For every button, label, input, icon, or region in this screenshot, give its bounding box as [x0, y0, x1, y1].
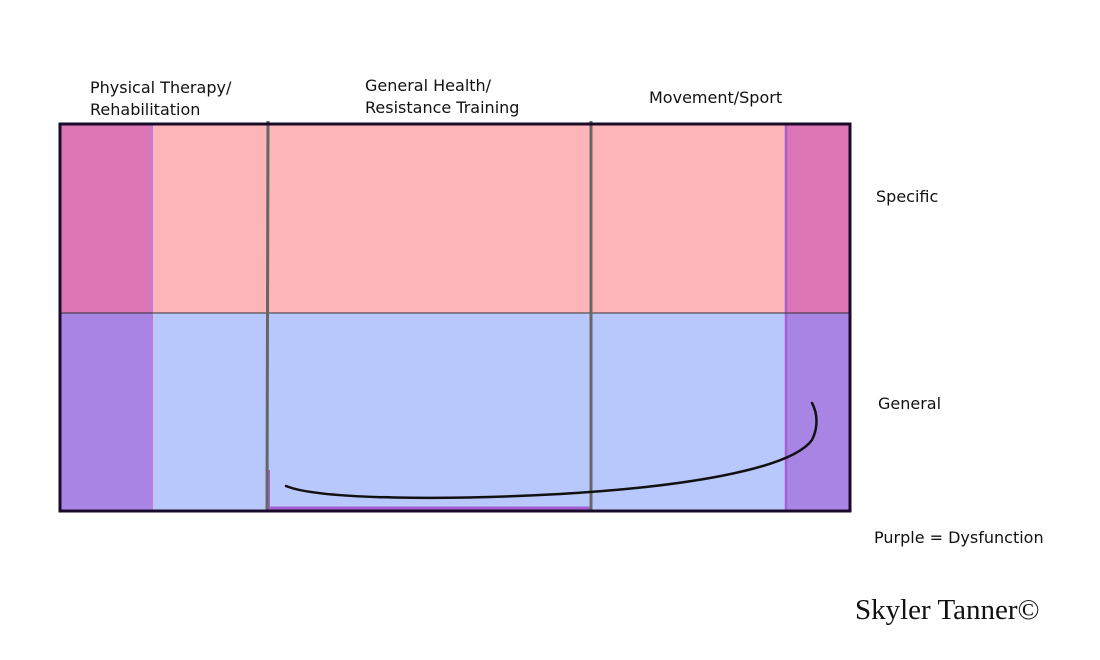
row-label-general: General [878, 394, 942, 413]
progression-curve [284, 401, 818, 500]
general-band [60, 313, 850, 511]
column-label-line: Resistance Training [365, 98, 520, 117]
dysfunction-left-specific [60, 124, 152, 313]
author-signature: Skyler Tanner© [855, 594, 1040, 626]
dysfunction-right-specific [786, 124, 850, 313]
column-label-physical-therapy: Physical Therapy/ Rehabilitation [90, 77, 231, 121]
diagram-frame [58, 122, 852, 513]
column-divider-left [265, 120, 270, 511]
row-label-specific: Specific [876, 187, 939, 206]
legend-dysfunction: Purple = Dysfunction [874, 528, 1044, 547]
column-label-line: General Health/ [365, 76, 492, 95]
column-label-line: Rehabilitation [90, 100, 201, 119]
column-label-line: Physical Therapy/ [90, 78, 232, 97]
column-label-movement-sport: Movement/Sport [649, 87, 782, 109]
column-label-general-health: General Health/ Resistance Training [365, 75, 519, 119]
dysfunction-right-general [786, 313, 850, 511]
column-label-line: Movement/Sport [649, 88, 783, 107]
specific-band [60, 124, 850, 313]
dysfunction-left-general [60, 313, 152, 511]
